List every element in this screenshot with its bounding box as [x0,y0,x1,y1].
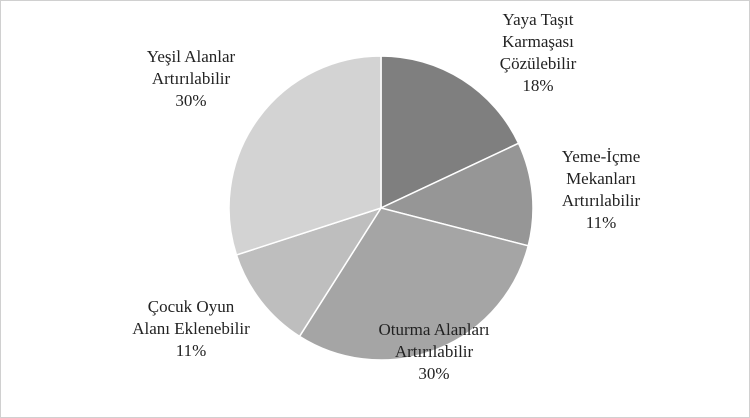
slice-label: Oturma Alanları Artırılabilir 30% [375,319,493,385]
category-label: Oturma Alanları Artırılabilir [378,320,490,361]
pie-slice [378,142,534,247]
value-label: 11% [175,341,207,360]
value-label: 30% [418,364,450,383]
slice-label: Yaya Taşıt Karmaşası Çözülebilir 18% [479,9,597,97]
value-label: 18% [522,76,554,95]
category-label: Çocuk Oyun Alanı Eklenebilir [132,297,250,338]
slice-label: Yeme-İçme Mekanları Artırılabilir 11% [542,146,660,234]
pie-slice [228,55,382,256]
slice-label: Yeşil Alanlar Artırılabilir 30% [132,46,250,112]
category-label: Yeme-İçme Mekanları Artırılabilir [561,147,641,210]
pie-slice [235,206,383,338]
value-label: 30% [175,91,207,110]
pie-slice [380,55,520,210]
category-label: Yaya Taşıt Karmaşası Çözülebilir [499,10,577,73]
slice-label: Çocuk Oyun Alanı Eklenebilir 11% [132,296,250,362]
value-label: 11% [585,213,617,232]
category-label: Yeşil Alanlar Artırılabilir [146,47,236,88]
pie-slice [298,207,530,361]
